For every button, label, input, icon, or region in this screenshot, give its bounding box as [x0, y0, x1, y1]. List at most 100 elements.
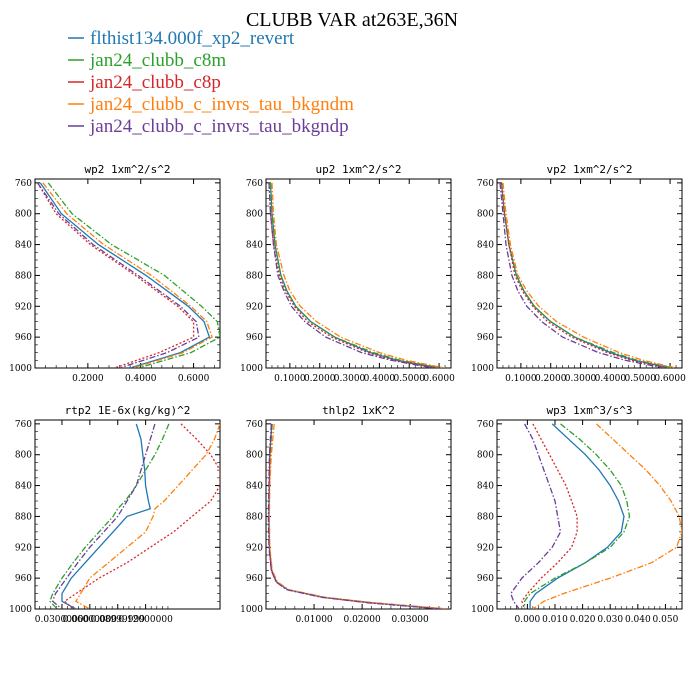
y-tick-label: 1000	[9, 364, 32, 374]
y-tick-label: 1000	[471, 364, 494, 374]
x-tick-label: 0.2000	[304, 374, 336, 384]
x-tick-label: 0.6000	[654, 374, 686, 384]
y-tick-label: 920	[477, 302, 494, 312]
x-tick-label: 0.030	[597, 615, 623, 625]
y-tick-label: 840	[477, 241, 494, 251]
panel-title: rtp2 1E-6x(kg/kg)^2	[65, 404, 191, 417]
plot-frame	[496, 419, 683, 610]
panel-wp3: wp3 1xm^3/s^3 760 800 840 880 920 960 1000 0.000…	[471, 404, 683, 625]
x-tick-label: 0.02000	[343, 615, 380, 625]
y-tick-label: 920	[246, 543, 263, 553]
y-tick-label: 1000	[9, 605, 32, 615]
x-tick-label: 0.12000000	[118, 615, 173, 625]
series-line-jan24-clubb-c-invrs-tau-bkgndm	[74, 423, 220, 609]
series-line-jan24-clubb-c-invrs-tau-bkgndm	[42, 182, 213, 368]
y-tick-label: 760	[477, 179, 494, 189]
panel-title: up2 1xm^2/s^2	[315, 163, 401, 176]
y-tick-label: 880	[246, 271, 263, 281]
series-line-flthist134-000f-xp2-revert	[268, 423, 444, 609]
series-line-jan24-clubb-c8p	[521, 423, 578, 609]
legend-entry-jan24-clubb-c8m: jan24_clubb_c8m	[89, 50, 226, 71]
x-tick-label: 0.06000000	[63, 615, 118, 625]
x-tick-label: 0.1000	[274, 374, 306, 384]
y-tick-label: 920	[15, 302, 32, 312]
legend-entry-jan24-clubb-c8p: jan24_clubb_c8p	[89, 72, 221, 93]
x-tick-label: 0.000	[514, 615, 540, 625]
y-tick-label: 840	[246, 482, 263, 492]
y-tick-label: 960	[246, 333, 263, 343]
y-tick-label: 960	[477, 333, 494, 343]
y-tick-label: 840	[15, 482, 32, 492]
y-tick-label: 760	[246, 420, 263, 430]
series-line-jan24-clubb-c8m	[500, 182, 674, 368]
y-tick-label: 920	[246, 302, 263, 312]
x-tick-label: 0.6000	[178, 374, 210, 384]
legend-entry-flthist134-000f-xp2-revert: flthist134.000f_xp2_revert	[90, 28, 295, 49]
y-tick-label: 880	[477, 512, 494, 522]
series-line-jan24-clubb-c8p	[63, 423, 220, 609]
series-line-flthist134-000f-xp2-revert	[500, 182, 671, 368]
y-tick-label: 880	[15, 271, 32, 281]
series-line-jan24-clubb-c-invrs-tau-bkgndp	[268, 182, 434, 368]
series-line-jan24-clubb-c8p	[500, 182, 668, 368]
x-tick-label: 0.4000	[364, 374, 396, 384]
y-tick-label: 1000	[240, 605, 263, 615]
y-tick-label: 920	[15, 543, 32, 553]
y-tick-label: 800	[246, 451, 263, 461]
series-line-jan24-clubb-c8p	[268, 182, 437, 368]
y-tick-label: 880	[477, 271, 494, 281]
y-tick-label: 1000	[471, 605, 494, 615]
legend-entry-jan24-clubb-c-invrs-tau-bkgndm: jan24_clubb_c_invrs_tau_bkgndm	[89, 94, 354, 115]
y-tick-label: 1000	[240, 364, 263, 374]
panel-title: wp3 1xm^3/s^3	[546, 404, 632, 417]
legend: flthist134.000f_xp2_revertjan24_clubb_c8…	[68, 28, 354, 137]
series-line-jan24-clubb-c-invrs-tau-bkgndp	[499, 182, 665, 368]
panel-title: thlp2 1xK^2	[322, 404, 395, 417]
x-tick-label: 0.3000	[565, 374, 597, 384]
y-tick-label: 880	[15, 512, 32, 522]
series-line-jan24-clubb-c-invrs-tau-bkgndp	[267, 423, 442, 609]
x-tick-label: 0.1000	[505, 374, 537, 384]
series-line-jan24-clubb-c-invrs-tau-bkgndp	[37, 182, 200, 368]
panel-rtp2: rtp2 1E-6x(kg/kg)^2 760 800 840 880 920 960 100…	[9, 404, 221, 625]
y-tick-label: 960	[15, 574, 32, 584]
series-line-jan24-clubb-c8m	[269, 182, 443, 368]
figure-title: CLUBB VAR at263E,36N	[246, 9, 458, 31]
series-line-jan24-clubb-c-invrs-tau-bkgndp	[510, 423, 562, 609]
x-tick-label: 0.08999999	[91, 615, 146, 625]
y-tick-label: 800	[477, 210, 494, 220]
series-line-jan24-clubb-c8p	[37, 182, 195, 368]
series-line-flthist134-000f-xp2-revert	[269, 182, 440, 368]
panels: wp2 1xm^2/s^2 760 800 840 880 920 960 1000 0.200…	[9, 163, 686, 625]
series-line-jan24-clubb-c-invrs-tau-bkgndp	[51, 423, 156, 609]
y-tick-label: 760	[15, 179, 32, 189]
y-tick-label: 960	[15, 333, 32, 343]
series-line-jan24-clubb-c-invrs-tau-bkgndm	[268, 423, 449, 609]
x-tick-label: 0.4000	[125, 374, 157, 384]
y-tick-label: 760	[15, 420, 32, 430]
plot-frame	[34, 419, 221, 610]
series-line-jan24-clubb-c-invrs-tau-bkgndm	[532, 423, 682, 609]
x-tick-label: 0.03000	[392, 615, 429, 625]
plot-frame	[265, 178, 452, 369]
y-tick-label: 800	[15, 210, 32, 220]
legend-entry-jan24-clubb-c-invrs-tau-bkgndp: jan24_clubb_c_invrs_tau_bkgndp	[89, 116, 349, 137]
x-tick-label: 0.050	[653, 615, 679, 625]
series-line-jan24-clubb-c-invrs-tau-bkgndm	[502, 182, 677, 368]
series-line-flthist134-000f-xp2-revert	[39, 182, 211, 368]
panel-title: wp2 1xm^2/s^2	[84, 163, 170, 176]
x-tick-label: 0.03000000	[35, 615, 90, 625]
x-tick-label: 0.5000	[624, 374, 656, 384]
y-tick-label: 840	[246, 241, 263, 251]
x-tick-label: 0.4000	[595, 374, 627, 384]
y-tick-label: 880	[246, 512, 263, 522]
x-tick-label: 0.3000	[334, 374, 366, 384]
x-tick-label: 0.01000	[295, 615, 332, 625]
y-tick-label: 920	[477, 543, 494, 553]
y-tick-label: 800	[15, 451, 32, 461]
panel-up2: up2 1xm^2/s^2 760 800 840 880 920 960 1000 0.100…	[240, 163, 455, 384]
panel-vp2: vp2 1xm^2/s^2 760 800 840 880 920 960 1000 0.100…	[471, 163, 686, 384]
y-tick-label: 760	[246, 179, 263, 189]
panel-title: vp2 1xm^2/s^2	[546, 163, 632, 176]
series-line-flthist134-000f-xp2-revert	[61, 423, 152, 609]
